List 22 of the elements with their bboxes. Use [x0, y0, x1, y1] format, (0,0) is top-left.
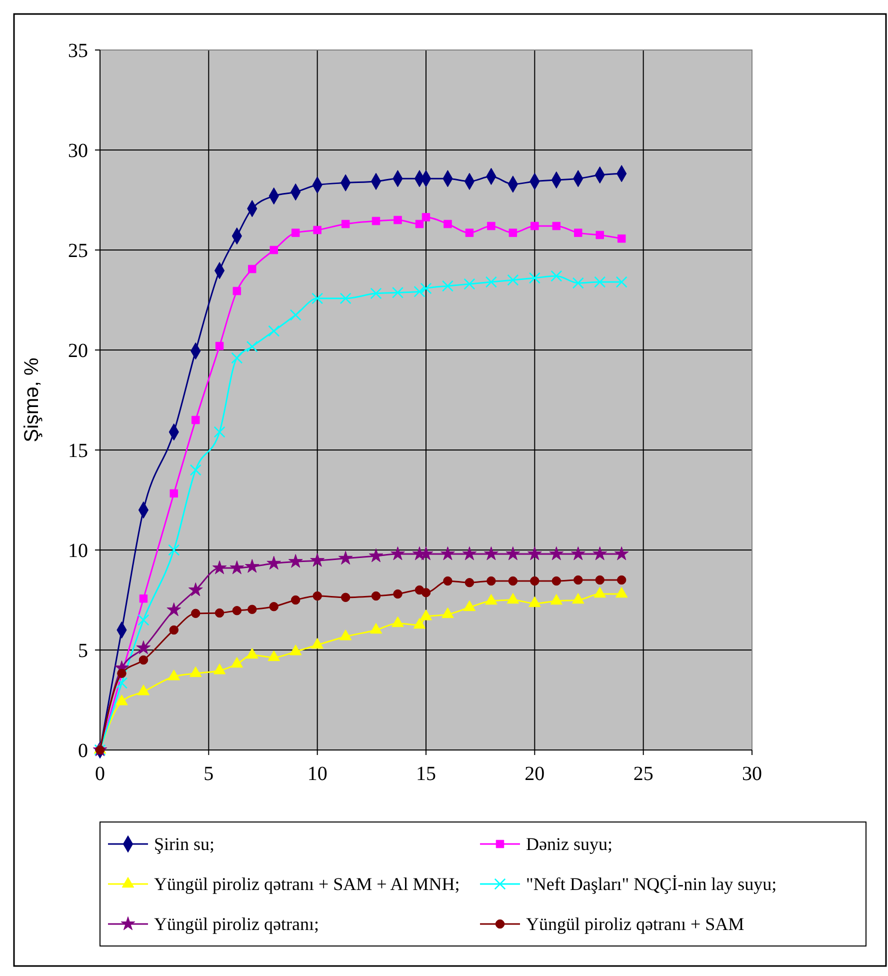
- y-tick-label: 30: [68, 140, 88, 162]
- y-tick-label: 20: [68, 340, 88, 362]
- x-tick-label: 0: [95, 763, 105, 785]
- y-tick-label: 25: [68, 240, 88, 262]
- x-tick-label: 10: [307, 763, 328, 785]
- y-tick-label: 10: [68, 540, 88, 562]
- x-tick-label: 15: [416, 763, 436, 785]
- y-tick-label: 0: [78, 740, 88, 762]
- x-tick-label: 20: [524, 763, 545, 785]
- legend-label: Yüngül piroliz qətranı;: [154, 914, 319, 934]
- legend-label: Şirin su;: [154, 834, 215, 854]
- y-tick-label: 15: [68, 440, 88, 462]
- legend-label: Yüngül piroliz qətranı + SAM + Al MNH;: [154, 874, 460, 894]
- x-tick-label: 25: [633, 763, 654, 785]
- y-tick-label: 5: [78, 640, 88, 662]
- y-axis-title: Şişmə, %: [21, 358, 43, 442]
- legend-label: Yüngül piroliz qətranı + SAM: [526, 914, 744, 934]
- y-tick-label: 35: [68, 40, 88, 62]
- legend-label: "Neft Daşları" NQÇİ-nin lay suyu;: [526, 874, 777, 894]
- legend-label: Dəniz suyu;: [526, 834, 612, 854]
- x-tick-label: 30: [742, 763, 762, 785]
- x-tick-label: 5: [204, 763, 214, 785]
